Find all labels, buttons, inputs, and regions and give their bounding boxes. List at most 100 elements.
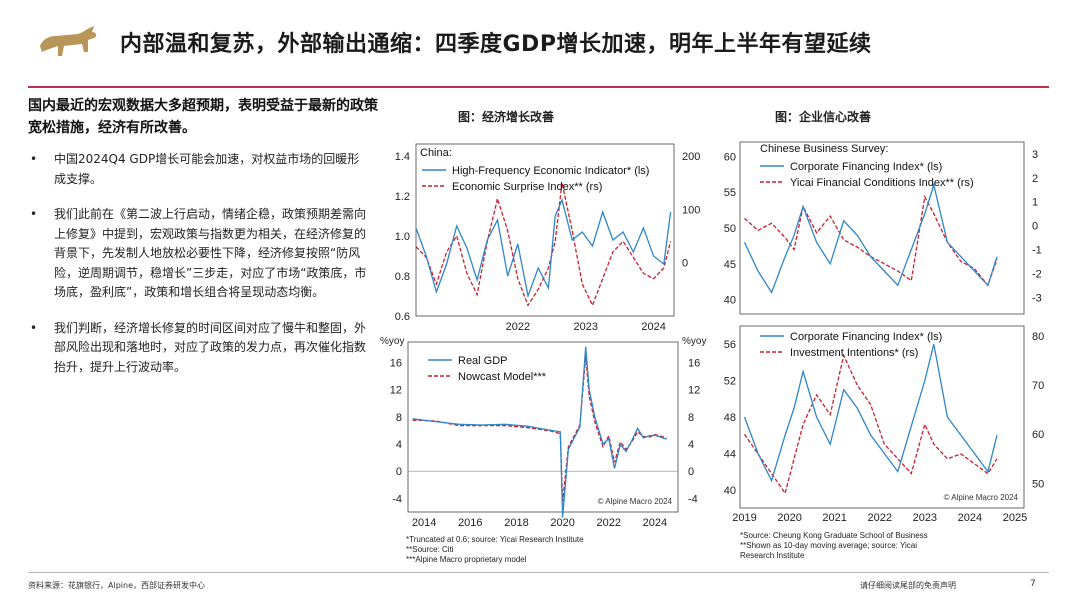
y-tick-label: 52 bbox=[724, 376, 736, 388]
series-line-corporate-financing bbox=[743, 182, 998, 294]
title-divider bbox=[28, 86, 1049, 88]
y-tick-label: 40 bbox=[724, 485, 736, 497]
series-line-investment-intentions bbox=[743, 353, 998, 495]
y-tick-label: 0 bbox=[1032, 221, 1038, 233]
x-tick-label: 2025 bbox=[1003, 512, 1027, 524]
x-tick-label: 2020 bbox=[777, 512, 801, 524]
y-tick-label: 0 bbox=[688, 466, 694, 478]
lead-paragraph: 国内最近的宏观数据大多超预期，表明受益于最新的政策宽松措施，经济有所改善。 bbox=[28, 98, 378, 136]
bullet-item: 我们此前在《第二波上行启动，情绪企稳，政策预期差需向上修复》中提到，宏观政策与指… bbox=[28, 205, 368, 303]
y-tick-label: 40 bbox=[724, 295, 736, 307]
y-tick-label: 56 bbox=[724, 339, 736, 351]
legend-label: Yicai Financial Conditions Index** (rs) bbox=[790, 177, 974, 189]
chart-title: Chinese Business Survey: bbox=[760, 143, 888, 155]
y-tick-label: -2 bbox=[1032, 268, 1042, 280]
footer-source: 资料来源：花旗银行，Alpine，西部证券研发中心 bbox=[28, 581, 205, 590]
bull-logo-icon bbox=[40, 26, 97, 56]
y-tick-label: 55 bbox=[724, 187, 736, 199]
x-tick-label: 2021 bbox=[822, 512, 846, 524]
series-line-real-gdp bbox=[412, 346, 667, 518]
series-line-corporate-financing bbox=[743, 344, 998, 483]
y-tick-label: 60 bbox=[724, 151, 736, 163]
x-tick-label: 2018 bbox=[504, 517, 528, 529]
y-tick-label: 44 bbox=[724, 448, 736, 460]
y-tick-label: -4 bbox=[688, 493, 698, 505]
x-tick-label: 2022 bbox=[506, 321, 530, 332]
business-survey-chart: 60 55 50 45 40 3 2 1 0 -1 -2 -3 Chinese Business Sur… bbox=[724, 141, 1042, 315]
y-tick-label: 70 bbox=[1032, 380, 1044, 392]
x-tick-label: 2024 bbox=[643, 517, 667, 529]
y-tick-label: -4 bbox=[392, 493, 402, 505]
y-tick-label: 2 bbox=[1032, 173, 1038, 185]
left-chart-footnote: *Truncated at 0.6; source: Yicai Researc… bbox=[406, 535, 584, 564]
chart-title: China: bbox=[420, 147, 452, 159]
left-chart-caption: 图：经济增长改善 bbox=[458, 110, 555, 124]
y-tick-label: 1.4 bbox=[395, 151, 410, 163]
y-tick-label: 100 bbox=[682, 204, 700, 216]
x-tick-label: 2023 bbox=[573, 321, 597, 332]
y-tick-label: 1.0 bbox=[395, 231, 410, 243]
x-tick-label: 2023 bbox=[913, 512, 937, 524]
x-tick-label: 2022 bbox=[868, 512, 892, 524]
series-line-yicai bbox=[744, 194, 998, 287]
y-tick-label: 16 bbox=[688, 357, 700, 369]
y-tick-label: 200 bbox=[682, 151, 700, 163]
right-chart-footnote: *Source: Cheung Kong Graduate School of … bbox=[740, 531, 928, 560]
y-tick-label: 48 bbox=[724, 412, 736, 424]
y-tick-label: 0.6 bbox=[395, 311, 410, 323]
x-tick-label: 2024 bbox=[958, 512, 982, 524]
series-line-hfi bbox=[415, 197, 672, 299]
y-tick-label: 4 bbox=[688, 439, 694, 451]
y-tick-label: 0 bbox=[396, 466, 402, 478]
y-tick-label: 0 bbox=[682, 258, 688, 270]
y-tick-label: 80 bbox=[1032, 331, 1044, 343]
legend-label: Economic Surprise Index** (rs) bbox=[452, 181, 602, 193]
legend-label: High-Frequency Economic Indicator* (ls) bbox=[452, 165, 649, 177]
plot-frame bbox=[407, 341, 679, 513]
y-unit-label: %yoy bbox=[682, 336, 706, 347]
bullet-list: 中国2024Q4 GDP增长可能会加速，对权益市场的回暖形成支撑。 我们此前在《… bbox=[28, 150, 368, 393]
x-tick-label: 2019 bbox=[732, 512, 756, 524]
plot-frame bbox=[739, 325, 1025, 509]
legend-label: Nowcast Model*** bbox=[458, 371, 547, 383]
watermark-text: © Alpine Macro 2024 bbox=[944, 493, 1019, 502]
y-unit-label: %yoy bbox=[380, 336, 404, 347]
y-tick-label: -3 bbox=[1032, 292, 1042, 304]
investment-intentions-chart: 56 52 48 44 40 80 70 60 50 2019 2020 2021 2022 2023 20… bbox=[724, 325, 1044, 524]
page-number: 7 bbox=[1030, 579, 1036, 589]
legend-label: Corporate Financing Index* (ls) bbox=[790, 331, 942, 343]
series-line-surprise bbox=[415, 182, 672, 307]
real-gdp-chart: %yoy %yoy 16 16 12 12 8 8 4 4 0 0 -4 -4 2014 2016 2018 20… bbox=[380, 336, 706, 529]
high-frequency-indicator-chart: 1.4 1.2 1.0 0.8 0.6 200 100 0 2022 2023 2024 China:… bbox=[395, 143, 700, 332]
x-tick-label: 2014 bbox=[412, 517, 436, 529]
y-tick-label: 8 bbox=[688, 412, 694, 424]
y-tick-label: 50 bbox=[724, 223, 736, 235]
right-chart-caption: 图：企业信心改善 bbox=[775, 110, 872, 124]
bullet-item: 我们判断，经济增长修复的时间区间对应了慢牛和整固，外部风险出现和落地时，对应了政… bbox=[28, 319, 368, 378]
y-tick-label: 0.8 bbox=[395, 271, 410, 283]
x-tick-label: 2024 bbox=[641, 321, 665, 332]
x-tick-label: 2016 bbox=[458, 517, 482, 529]
legend-label: Corporate Financing Index* (ls) bbox=[790, 161, 942, 173]
footer-disclaimer: 请仔细阅读尾部的免责声明 bbox=[860, 581, 956, 590]
y-tick-label: 60 bbox=[1032, 429, 1044, 441]
y-tick-label: 16 bbox=[390, 357, 402, 369]
plot-frame bbox=[415, 143, 675, 317]
y-tick-label: 1.2 bbox=[395, 191, 410, 203]
x-tick-label: 2020 bbox=[550, 517, 574, 529]
page-title: 内部温和复苏，外部输出通缩：四季度GDP增长加速，明年上半年有望延续 bbox=[120, 32, 872, 57]
watermark-text: © Alpine Macro 2024 bbox=[598, 497, 673, 506]
legend-label: Investment Intentions* (rs) bbox=[790, 347, 918, 359]
y-tick-label: 12 bbox=[390, 385, 402, 397]
x-tick-label: 2022 bbox=[597, 517, 621, 529]
y-tick-label: 4 bbox=[396, 439, 402, 451]
y-tick-label: 45 bbox=[724, 259, 736, 271]
legend-label: Real GDP bbox=[458, 355, 508, 367]
y-tick-label: -1 bbox=[1032, 245, 1042, 257]
y-tick-label: 12 bbox=[688, 385, 700, 397]
y-tick-label: 50 bbox=[1032, 478, 1044, 490]
plot-frame bbox=[739, 141, 1025, 315]
y-tick-label: 3 bbox=[1032, 149, 1038, 161]
y-tick-label: 1 bbox=[1032, 197, 1038, 209]
y-tick-label: 8 bbox=[396, 412, 402, 424]
